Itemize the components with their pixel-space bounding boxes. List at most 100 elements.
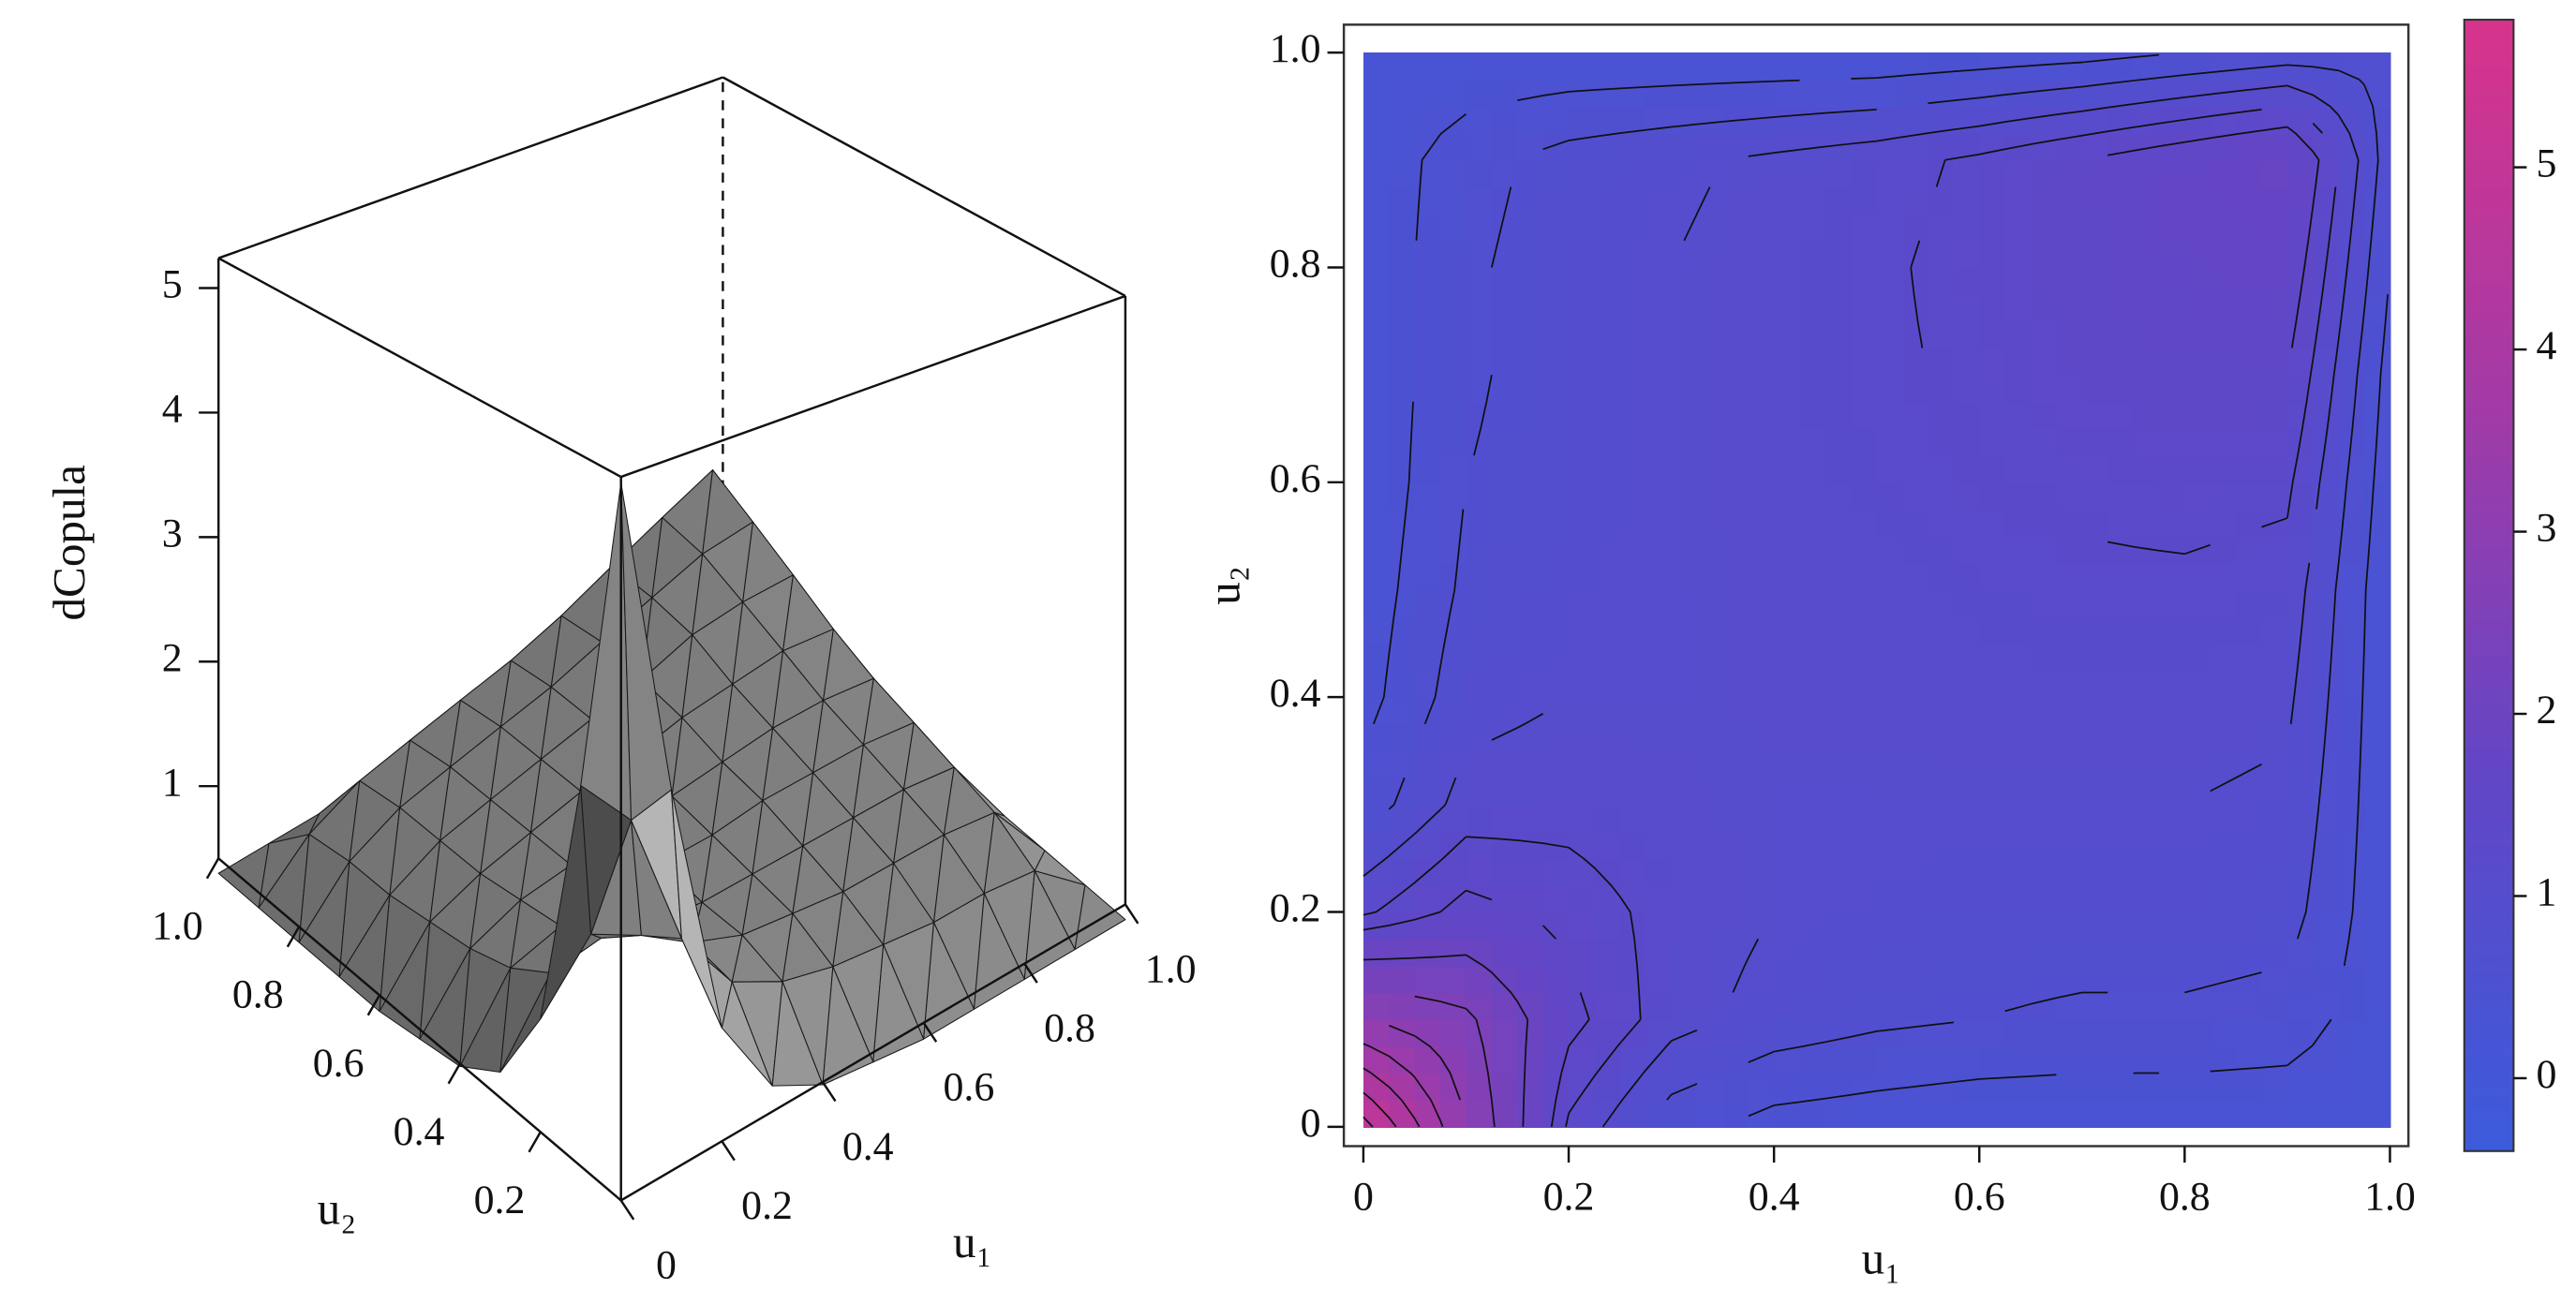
- heat-cell: [1722, 965, 1750, 994]
- contour-line: [1373, 53, 2389, 1118]
- heat-cell: [1440, 79, 1467, 108]
- heat-cell: [2364, 589, 2391, 618]
- heat-cell: [1517, 267, 1544, 296]
- heat-cell: [2081, 375, 2109, 403]
- y-tick: [447, 1062, 461, 1085]
- heat-cell: [1466, 455, 1493, 483]
- heat-cell: [2313, 1045, 2340, 1074]
- heat-cell: [1748, 401, 1776, 430]
- heat-cell: [2031, 884, 2058, 913]
- heat-cell: [2236, 455, 2263, 483]
- heat-cell: [1979, 831, 2006, 860]
- heat-cell: [1722, 133, 1750, 161]
- heat-cell: [1645, 778, 1673, 806]
- heat-cell: [2031, 536, 2058, 564]
- heat-cell: [1389, 482, 1416, 511]
- heat-cell: [1851, 1100, 1878, 1128]
- heat-cell: [2313, 831, 2340, 860]
- heat-cell: [1569, 697, 1596, 725]
- heat-cell: [1824, 670, 1853, 699]
- heat-cell: [1414, 723, 1442, 752]
- heat-cell: [1799, 320, 1826, 349]
- heat-cell: [2236, 723, 2263, 752]
- heat-cell: [1979, 106, 2006, 135]
- heat-cell: [1517, 723, 1544, 752]
- heat-cell: [1824, 1100, 1853, 1128]
- heat-cell: [1594, 482, 1621, 511]
- heat-cell: [2338, 1100, 2366, 1128]
- heat-cell: [1671, 562, 1699, 591]
- heat-cell: [1696, 831, 1724, 860]
- heat-cell: [2210, 804, 2238, 833]
- heat-cell: [1517, 858, 1544, 886]
- heat-cell: [2031, 1100, 2058, 1128]
- heat-cell: [1389, 1019, 1416, 1047]
- heat-cell: [1389, 52, 1416, 81]
- heat-cell: [1517, 320, 1544, 349]
- heat-cell: [1362, 294, 1391, 322]
- heat-cell: [1774, 320, 1801, 349]
- heat-cell: [1517, 831, 1544, 860]
- heat-cell: [2364, 723, 2391, 752]
- heat-cell: [2158, 455, 2186, 483]
- heat-cell: [2236, 482, 2263, 511]
- heat-cell: [1824, 965, 1853, 994]
- heat-cell: [1569, 670, 1596, 699]
- heat-cell: [1876, 240, 1904, 269]
- heat-cell: [2056, 723, 2083, 752]
- heat-cell: [2313, 79, 2340, 108]
- heat-cell: [2158, 401, 2186, 430]
- heat-cell: [2056, 375, 2083, 403]
- heat-cell: [2210, 562, 2238, 591]
- heat-cell: [2210, 52, 2238, 81]
- heat-cell: [1466, 616, 1493, 645]
- heat-cell: [2313, 106, 2340, 135]
- heat-cell: [1542, 697, 1571, 725]
- heat-cell: [1517, 670, 1544, 699]
- heat-cell: [2056, 911, 2083, 941]
- heat-cell: [1362, 482, 1391, 511]
- heat-cell: [1414, 509, 1442, 538]
- heat-cell: [1466, 348, 1493, 377]
- heat-cell: [2286, 1045, 2315, 1074]
- heat-cell: [1824, 643, 1853, 672]
- heat-cell: [2107, 348, 2135, 377]
- heat-cell: [1491, 831, 1519, 860]
- heat-cell: [2081, 965, 2109, 994]
- heat-cell: [2210, 267, 2238, 296]
- heat-cell: [1953, 1073, 1981, 1102]
- heat-cell: [1517, 939, 1544, 967]
- heat-cell: [1876, 509, 1904, 538]
- heat-cell: [1594, 133, 1621, 161]
- x-tick: [922, 1022, 938, 1043]
- heat-cell: [1851, 267, 1878, 296]
- heat-cell: [1748, 159, 1776, 188]
- heat-cell: [2056, 589, 2083, 618]
- heat-cell: [2004, 509, 2033, 538]
- heat-cell: [2081, 214, 2109, 242]
- heat-cell: [1645, 428, 1673, 457]
- heat-cell: [2107, 159, 2135, 188]
- x-tick-label: 0: [656, 1242, 677, 1287]
- heat-cell: [1645, 804, 1673, 833]
- heat-cell: [2081, 1045, 2109, 1074]
- heat-cell: [2056, 428, 2083, 457]
- heat-cell: [1928, 186, 1955, 215]
- heat-cell: [1569, 79, 1596, 108]
- heat-cell: [1569, 939, 1596, 967]
- heat-cell: [1851, 697, 1878, 725]
- heat-cell: [1722, 884, 1750, 913]
- heat-cell: [2261, 1073, 2288, 1102]
- heat-cell: [1491, 375, 1519, 403]
- heat-cell: [1799, 750, 1826, 779]
- heat-cell: [1594, 884, 1621, 913]
- heat-cell: [1851, 858, 1878, 886]
- heat-cell: [1902, 482, 1929, 511]
- heat-cell: [2210, 589, 2238, 618]
- heat-cell: [1722, 267, 1750, 296]
- heat-cell: [1748, 643, 1776, 672]
- heat-cell: [1645, 884, 1673, 913]
- heat-cell: [1979, 697, 2006, 725]
- heat-cell: [1876, 804, 1904, 833]
- heat-cell: [1953, 214, 1981, 242]
